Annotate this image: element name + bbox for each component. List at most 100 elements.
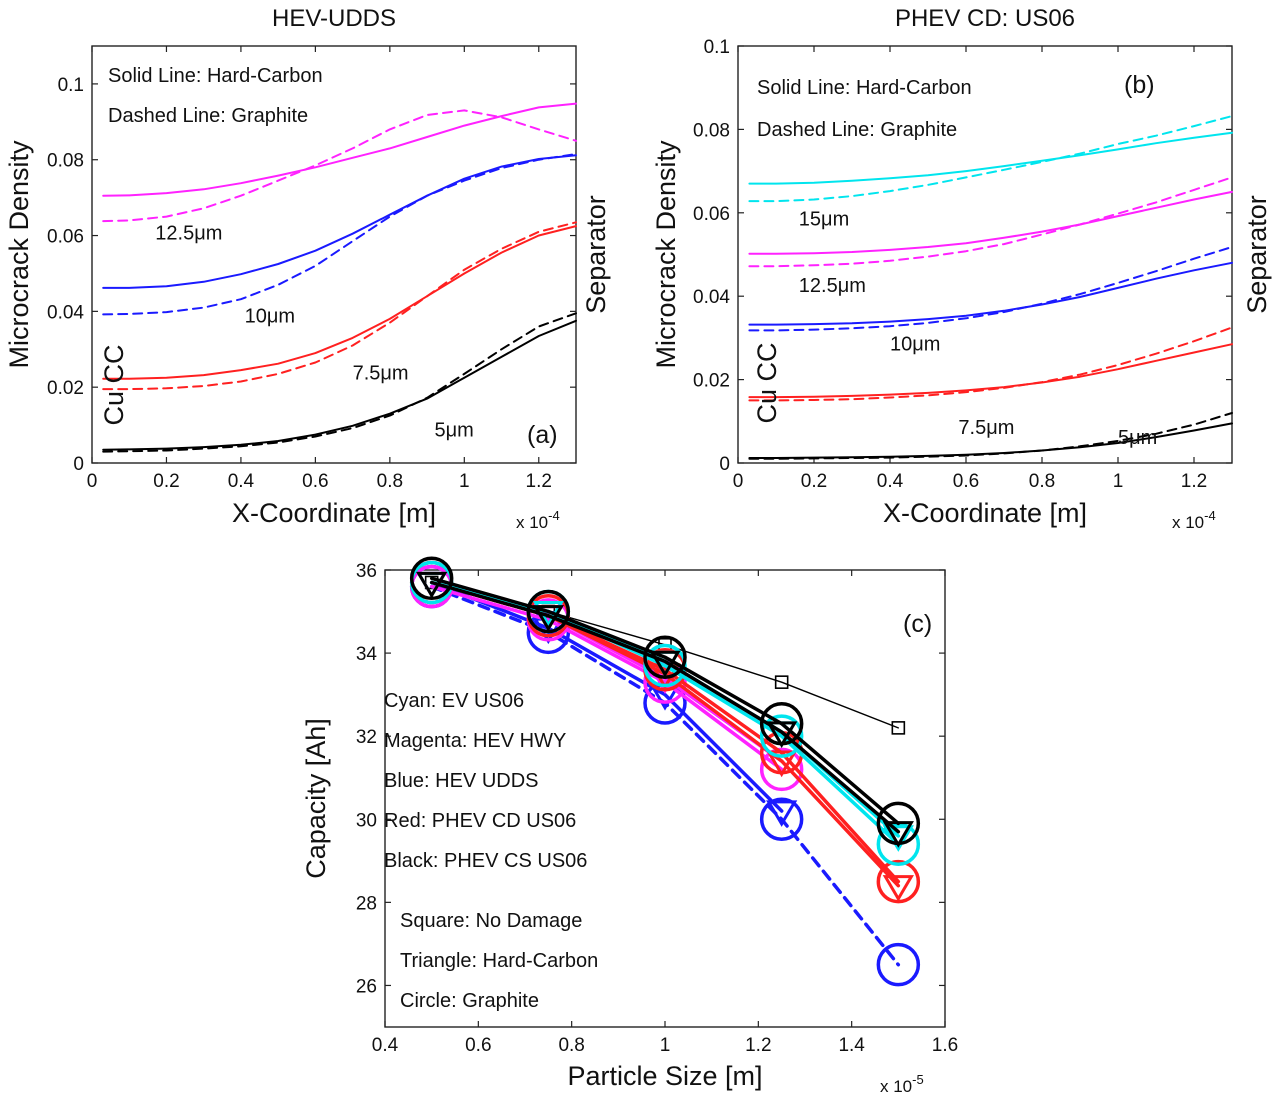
legend-color-entry: Black: PHEV CS US06 (384, 850, 587, 872)
x-tick-label: 0 (733, 471, 744, 492)
y-axis-label: Capacity [Ah] (301, 718, 331, 879)
data-point-triangle (882, 821, 914, 848)
dashed-line-note: Dashed Line: Graphite (757, 119, 957, 141)
legend-color-entry: Red: PHEV CD US06 (384, 810, 576, 832)
series-line (429, 580, 784, 813)
x-tick-label: 0.6 (302, 471, 328, 492)
x-tick-label: 0.4 (877, 471, 904, 492)
y-tick-label: 0.1 (704, 37, 730, 58)
solid-line-note: Solid Line: Hard-Carbon (108, 65, 323, 87)
x-exponent-power: -4 (1204, 508, 1216, 523)
y-tick-label: 32 (356, 727, 377, 748)
collector-label: Cu CC (99, 344, 129, 425)
x-tick-label: 1.2 (526, 471, 552, 492)
size-label: 15μm (799, 208, 849, 230)
chart-title: HEV-UDDS (272, 5, 396, 32)
data-point-circle (759, 714, 804, 758)
chart-title: PHEV CD: US06 (895, 5, 1075, 32)
size-label: 7.5μm (958, 417, 1014, 439)
y-tick-label: 0.06 (47, 227, 84, 248)
y-axis-label: Microcrack Density (651, 140, 681, 369)
data-point-triangle (766, 721, 798, 748)
x-exponent-label: x 10-4 (516, 508, 560, 532)
panel-label: (a) (527, 421, 558, 449)
series-line (748, 326, 1233, 402)
x-tick-label: 0.8 (377, 471, 403, 492)
y-tick-label: 34 (356, 644, 378, 665)
x-exponent-power: -5 (912, 1072, 924, 1087)
data-point-triangle (766, 750, 798, 778)
legend-marker-entry: Square: No Damage (400, 910, 582, 932)
series-line (102, 102, 577, 197)
dashed-line-note: Dashed Line: Graphite (108, 105, 308, 127)
x-tick-label: 0.4 (228, 471, 255, 492)
size-label: 10μm (890, 333, 940, 355)
plot-frame (737, 45, 1233, 464)
legend-color-entry: Blue: HEV UDDS (384, 770, 539, 792)
x-tick-label: 1 (660, 1035, 671, 1056)
panel-c: 0.4 0.6 0.8 1 1.2 1.4 1.6 26 28 30 32 34 36 Particle … (301, 556, 958, 1096)
data-point-circle (759, 747, 804, 792)
series-line (102, 225, 577, 380)
y-tick-label: 0.04 (47, 302, 84, 323)
size-label: 7.5μm (353, 363, 409, 385)
series-line (102, 109, 577, 223)
series-line (102, 312, 577, 453)
series-line (748, 190, 1233, 255)
x-tick-label: 0.2 (153, 471, 179, 492)
series-line (748, 131, 1233, 185)
data-point-triangle (532, 605, 564, 632)
y-tick-label: 0.06 (693, 204, 730, 225)
panel-b: 0 0.2 0.4 0.6 0.8 1 1.2 0 0.02 0.04 0.06 0.08 0.1 PHE… (651, 5, 1272, 532)
size-label: 12.5μm (155, 222, 222, 244)
size-label: 10μm (245, 306, 295, 328)
y-tick-label: 0.02 (693, 371, 730, 392)
series-line (429, 584, 784, 772)
series-line (748, 115, 1233, 203)
x-tick-label: 0.4 (372, 1035, 399, 1056)
panel-a: 0 0.2 0.4 0.6 0.8 1 1.2 0 0.02 0.04 0.06 0.08 0.1 HEV… (4, 5, 611, 532)
x-tick-label: 0.2 (801, 471, 827, 492)
y-tick-label: 0 (719, 454, 730, 475)
y-tick-label: 30 (356, 810, 377, 831)
data-point-square (774, 675, 789, 689)
series-line (429, 580, 901, 834)
series-line (102, 153, 577, 316)
x-exponent-label: x 10-4 (1172, 508, 1216, 532)
series-line (102, 154, 577, 289)
x-tick-label: 1.2 (745, 1035, 771, 1056)
x-tick-label: 0.8 (558, 1035, 584, 1056)
y-tick-label: 0.08 (47, 151, 84, 172)
y-axis-label: Microcrack Density (4, 140, 34, 369)
data-point-square (891, 721, 906, 735)
y-tick-label: 0.08 (693, 120, 730, 141)
y-tick-label: 0.04 (693, 287, 730, 308)
series-line (748, 343, 1233, 399)
series-line (429, 576, 901, 826)
separator-label: Separator (581, 195, 611, 314)
x-tick-label: 1.2 (1181, 471, 1207, 492)
y-tick-label: 26 (356, 976, 377, 997)
plot-frame (91, 45, 577, 464)
legend-color-entry: Magenta: HEV HWY (384, 730, 566, 752)
x-axis-label: X-Coordinate [m] (883, 498, 1087, 528)
data-point-triangle (649, 650, 681, 678)
size-label: 12.5μm (799, 275, 866, 297)
legend-color-entry: Cyan: EV US06 (384, 690, 524, 712)
x-tick-label: 1.6 (932, 1035, 958, 1056)
collector-label: Cu CC (752, 342, 782, 423)
separator-label: Separator (1242, 195, 1272, 314)
y-tick-label: 0.02 (47, 378, 84, 399)
data-point-triangle (416, 571, 448, 599)
x-tick-label: 0.8 (1029, 471, 1055, 492)
x-tick-label: 1.4 (838, 1035, 865, 1056)
series-line (102, 319, 577, 451)
x-tick-label: 1 (459, 471, 470, 492)
x-tick-label: 0.6 (465, 1035, 491, 1056)
legend-marker-entry: Circle: Graphite (400, 990, 539, 1012)
x-exponent-power: -4 (548, 508, 560, 523)
x-tick-label: 0.6 (953, 471, 979, 492)
size-label: 5μm (435, 419, 474, 441)
x-tick-label: 0 (87, 471, 98, 492)
